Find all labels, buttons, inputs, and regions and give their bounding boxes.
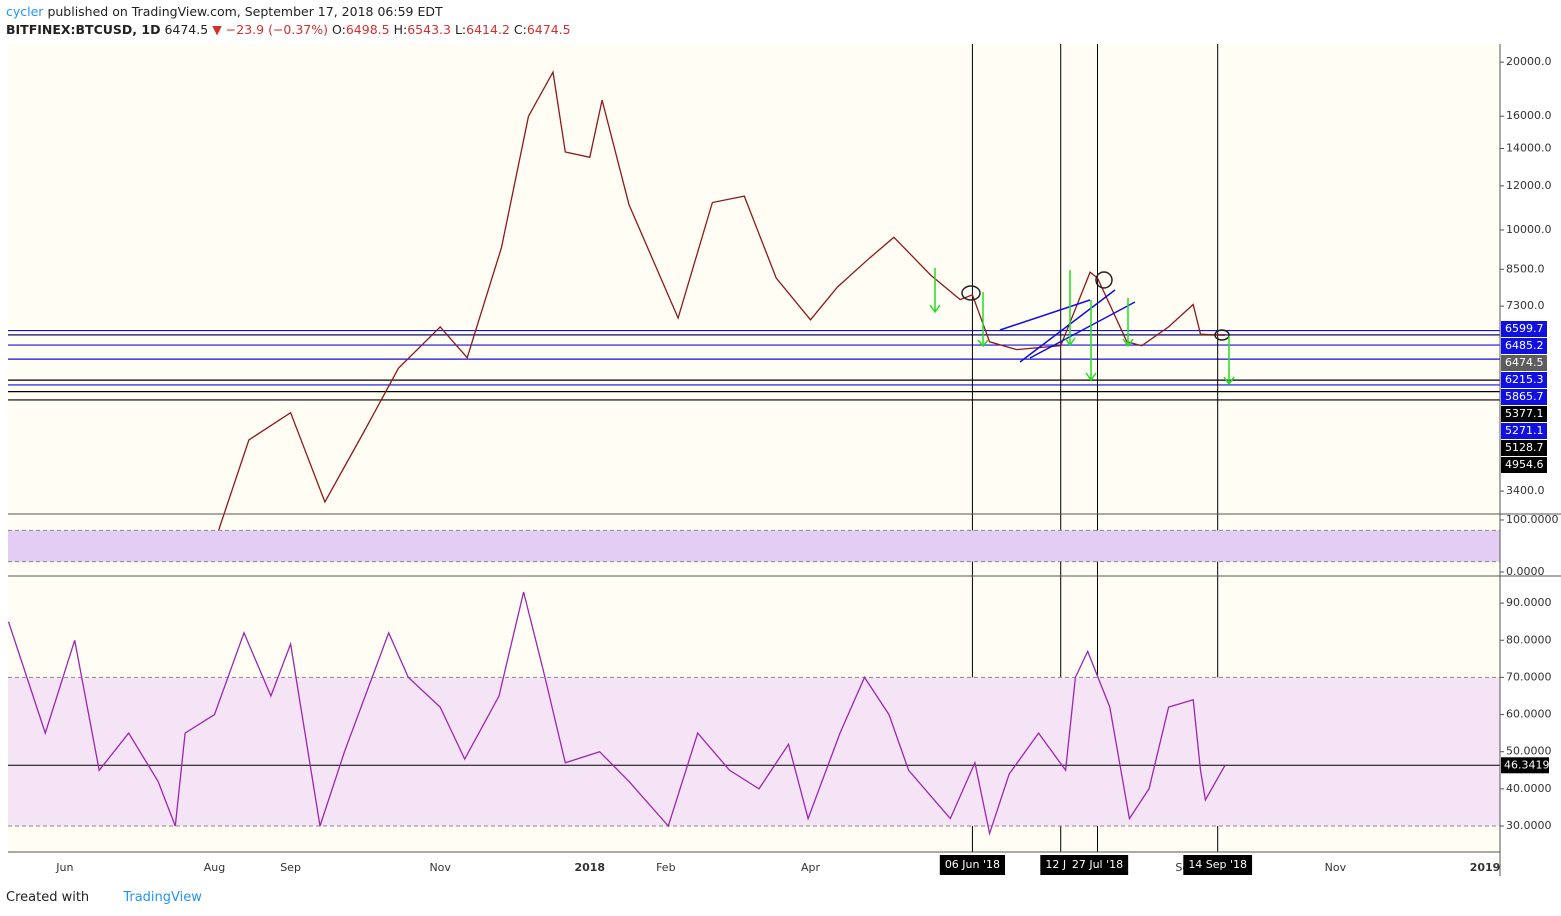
y-tick-label: 8500.0 [1506, 262, 1545, 275]
y-tick-label: 10000.0 [1506, 223, 1552, 236]
author[interactable]: cycler [6, 4, 44, 19]
ohlc-value: 6414.2 [466, 22, 510, 37]
marker-label: 27 Jul '18 [1072, 858, 1123, 871]
publish-line: cycler published on TradingView.com, Sep… [6, 4, 443, 19]
level-badge [1501, 457, 1547, 473]
y-tick-label: 20000.0 [1506, 55, 1552, 68]
ohlc-label: O: [332, 22, 346, 37]
ohlc-label: C: [513, 22, 527, 37]
x-tick-label: Apr [801, 861, 821, 874]
x-tick-label: Sep [280, 861, 301, 874]
y-tick-label: 0.0000 [1506, 565, 1545, 578]
ohlc-label: L: [454, 22, 467, 37]
y-tick-label: 16000.0 [1506, 109, 1552, 122]
change: −23.9 (−0.37%) [225, 22, 329, 37]
marker-badge [1183, 855, 1253, 875]
ohlc-value: 6474.5 [526, 22, 571, 37]
level-badge [1501, 406, 1547, 422]
price: 6474.5 [164, 22, 209, 37]
circle-note [1095, 271, 1113, 289]
y-tick-label: 60.0000 [1506, 708, 1552, 721]
published: published on TradingView.com, September … [47, 4, 443, 19]
trend-line [1029, 301, 1136, 359]
x-tick-label: Aug [204, 861, 225, 874]
y-tick-label: 70.0000 [1506, 670, 1552, 683]
level-label: 6215.3 [1505, 373, 1544, 386]
level-label: 6485.2 [1505, 339, 1544, 352]
trend-line [1019, 289, 1116, 363]
last-label: 46.3419 [1504, 758, 1550, 771]
level-label: 5377.1 [1505, 407, 1544, 420]
arrows [929, 268, 1235, 386]
level-badge [1501, 423, 1547, 439]
level-label: 6599.7 [1505, 322, 1544, 335]
x-tick-label: Nov [429, 861, 451, 874]
level-badge [1501, 355, 1547, 371]
trend-line [999, 299, 1091, 331]
series-line [213, 70, 1226, 543]
series-line [7, 591, 1226, 836]
x-tick-label: Nov [1325, 861, 1347, 874]
symbol-line: BITFINEX:BTCUSD, 1D 6474.5 ▼ −23.9 (−0.3… [6, 22, 575, 37]
level-badge [1501, 372, 1547, 388]
y-tick-label: 100.0000 [1506, 513, 1559, 526]
level-label: 5865.7 [1505, 390, 1544, 403]
level-label: 5271.1 [1505, 424, 1544, 437]
circle-note [1214, 329, 1230, 341]
last-badge [1501, 757, 1549, 774]
marker-label: 06 Jun '18 [945, 858, 1000, 871]
band [8, 530, 1500, 562]
marker-badge [939, 855, 1006, 875]
level-label: 6474.5 [1505, 356, 1544, 369]
brand[interactable]: TradingView [123, 890, 202, 905]
y-tick-label: 50.0000 [1506, 745, 1552, 758]
band [8, 677, 1500, 826]
ohlc-value: 6498.5 [345, 22, 390, 37]
symbol: BITFINEX:BTCUSD, 1D [6, 22, 161, 37]
y-tick-label: 30.0000 [1506, 819, 1552, 832]
ohlc-label: H: [393, 22, 408, 37]
ohlc: O:6498.5 H:6543.3 L:6414.2 C:6474.5 [332, 22, 575, 37]
x-tick-label: Feb [656, 861, 675, 874]
y-tick-label: 3400.0 [1506, 484, 1545, 497]
y-tick-label: 14000.0 [1506, 142, 1552, 155]
y-tick-label: 12000.0 [1506, 179, 1552, 192]
x-tick-label: 2019 [1470, 861, 1501, 874]
footer: Created with TradingView [6, 890, 202, 905]
y-tick-label: 40.0000 [1506, 782, 1552, 795]
x-tick-label: Jun [55, 861, 73, 874]
y-tick-label: 7300.0 [1506, 299, 1545, 312]
created: Created with [6, 890, 90, 905]
y-tick-label: 80.0000 [1506, 633, 1552, 646]
level-label: 4954.6 [1505, 458, 1544, 471]
y-tick-label: 90.0000 [1506, 596, 1552, 609]
level-label: 5128.7 [1505, 441, 1544, 454]
level-badge [1501, 440, 1547, 456]
marker-badge [1066, 855, 1129, 875]
level-badge [1501, 338, 1547, 354]
marker-label: 14 Sep '18 [1188, 858, 1247, 871]
drawings [929, 268, 1235, 386]
ohlc-value: 6543.3 [407, 22, 451, 37]
chart: 20000.0 16000.0 14000.0 12000.0 10000.0 8500.… [7, 44, 1561, 876]
x-tick-label: 2018 [574, 861, 605, 874]
down-arrow: ▼ [212, 22, 222, 37]
circle-note [961, 285, 981, 301]
level-badge [1501, 321, 1547, 337]
level-badge [1501, 389, 1547, 405]
